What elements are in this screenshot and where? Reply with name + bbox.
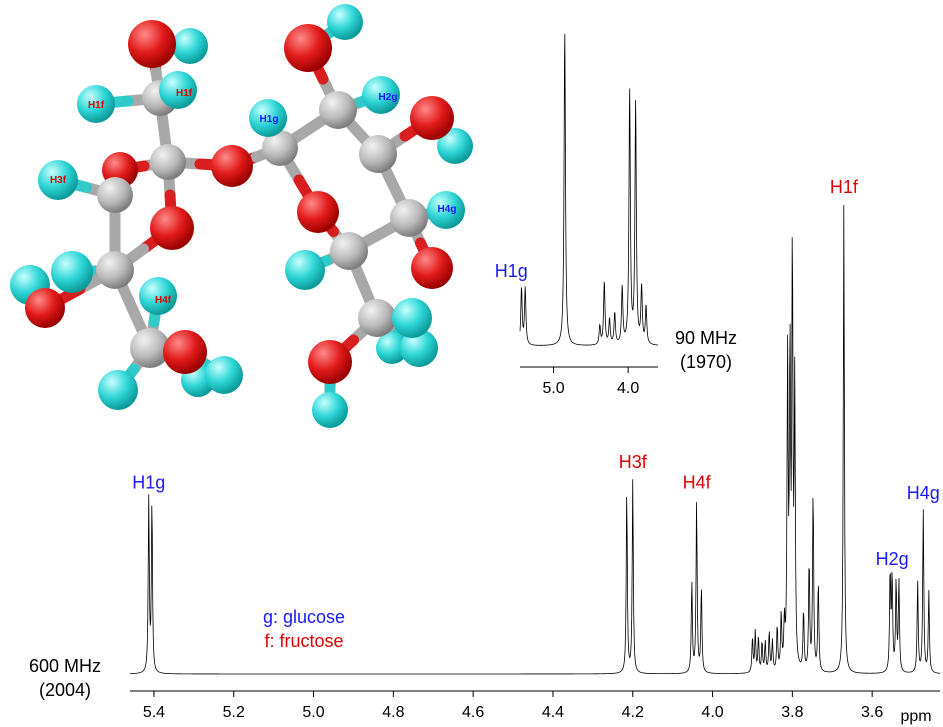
hydrogen-atom-3: [159, 71, 197, 109]
carbon-atom-21: [262, 130, 298, 166]
year-label-1970: (1970): [680, 352, 732, 372]
instrument-label-600mhz: 600 MHz: [29, 656, 101, 676]
inset-tick-label-0: 5.0: [542, 380, 564, 397]
main-tick-label-8: 3.8: [781, 704, 803, 721]
atom-label-h3f: H3f: [50, 175, 67, 186]
main-peak-label-h1f: H1f: [830, 177, 859, 197]
legend-fructose: f: fructose: [264, 631, 343, 651]
carbon-atom-8: [97, 177, 133, 213]
hydrogen-atom-22: [249, 99, 287, 137]
spectrum-600mhz-trace: [129, 204, 941, 675]
carbon-atom-28: [359, 135, 397, 173]
hydrogen-atom-38: [400, 329, 438, 367]
hydrogen-atom-4: [77, 85, 115, 123]
oxygen-atom-6: [211, 145, 253, 187]
main-tick-label-9: 3.6: [861, 704, 883, 721]
spectrum-600mhz: 5.4 5.2 5.0 4.8 4.6 4.4 4.2 4.0 3.8 3.6 H1g H3f H4f…: [29, 177, 941, 725]
spectrum-90mhz-trace: [519, 33, 659, 346]
x-axis-unit-label: ppm: [900, 708, 931, 725]
main-tick-label-2: 5.0: [302, 704, 324, 721]
main-peak-label-h4g: H4g: [907, 483, 940, 503]
carbon-atom-31: [390, 199, 428, 237]
oxygen-atom-35: [411, 247, 453, 289]
main-peak-label-h2g: H2g: [876, 549, 909, 569]
spectrum-90mhz-inset: 5.0 4.0 H1g 90 MHz (1970): [495, 33, 737, 397]
carbon-atom-26: [319, 91, 357, 129]
atom-label-h2g: H2g: [379, 92, 398, 103]
inset-tick-label-1: 4.0: [617, 380, 639, 397]
year-label-2004: (2004): [39, 680, 91, 700]
oxygen-atom-39: [308, 340, 352, 384]
oxygen-atom-29: [410, 96, 454, 140]
hydrogen-atom-32: [427, 191, 465, 229]
carbon-atom-11: [96, 251, 134, 289]
instrument-label-90mhz: 90 MHz: [675, 328, 737, 348]
main-tick-label-6: 4.2: [622, 704, 644, 721]
main-tick-label-3: 4.8: [382, 704, 404, 721]
hydrogen-atom-19: [98, 370, 138, 410]
carbon-atom-5: [150, 144, 186, 180]
atom-label-h1f-right: H1f: [176, 88, 193, 99]
hydrogen-atom-18: [205, 356, 243, 394]
atom-label-h1g: H1g: [260, 114, 279, 125]
hydrogen-atom-40: [312, 392, 348, 428]
main-tick-label-4: 4.6: [462, 704, 484, 721]
hydrogen-atom-37: [392, 298, 432, 338]
atom-label-h4f: H4f: [155, 295, 172, 306]
main-tick-label-5: 4.4: [542, 704, 564, 721]
oxygen-atom-14: [25, 288, 65, 328]
sucrose-molecule-model: H1f H1f H3f H4f H1g H2g H4g: [10, 4, 473, 428]
hydrogen-atom-15: [139, 277, 177, 315]
oxygen-atom-23: [297, 191, 339, 233]
main-tick-label-7: 4.0: [701, 704, 723, 721]
main-tick-label-1: 5.2: [223, 704, 245, 721]
hydrogen-atom-9: [38, 160, 78, 200]
hydrogen-atom-30: [437, 128, 473, 164]
main-peak-label-h1g: H1g: [132, 473, 165, 493]
main-peak-label-h3f: H3f: [619, 452, 648, 472]
carbon-atom-36: [358, 299, 396, 337]
main-peak-label-h4f: H4f: [683, 473, 712, 493]
hydrogen-atom-41: [376, 332, 408, 364]
hydrogen-atom-34: [285, 250, 325, 290]
hydrogen-atom-12: [51, 251, 93, 293]
carbon-atom-33: [330, 232, 368, 270]
hydrogen-atom-27: [362, 76, 400, 114]
inset-peak-label-h1g: H1g: [495, 261, 528, 281]
atom-label-h4g: H4g: [438, 204, 457, 215]
carbon-atom-16: [130, 328, 170, 368]
atom-label-h1f-left: H1f: [88, 100, 105, 111]
hydrogen-atom-1: [172, 28, 208, 64]
main-tick-label-0: 5.4: [143, 704, 165, 721]
oxygen-atom-0: [128, 20, 176, 68]
oxygen-atom-24: [284, 24, 332, 72]
hydrogen-atom-25: [327, 4, 363, 40]
oxygen-atom-10: [150, 206, 194, 250]
legend-glucose: g: glucose: [263, 607, 345, 627]
oxygen-atom-17: [163, 330, 207, 374]
